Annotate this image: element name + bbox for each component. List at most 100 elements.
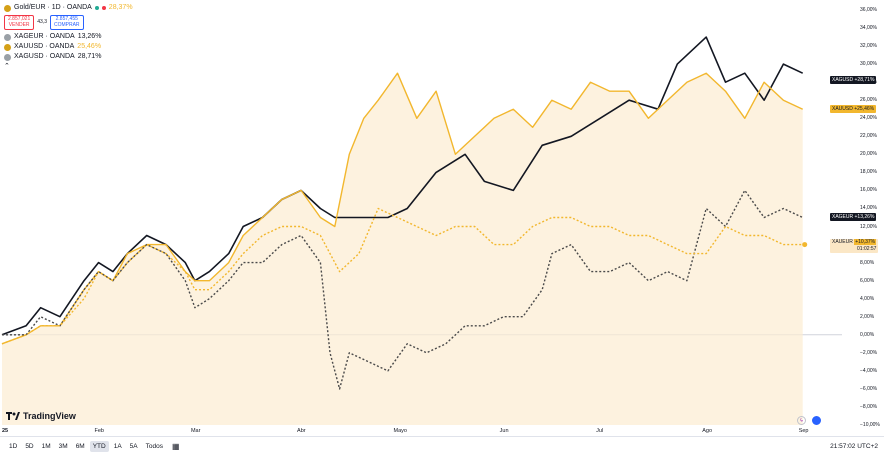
buy-button[interactable]: 2.857,455 COMPRAR bbox=[49, 15, 84, 30]
logo-text: TradingView bbox=[23, 411, 76, 421]
price-label-name: XAGEUR bbox=[832, 214, 854, 220]
price-label-xaueur: XAUEUR +10,37% 01:02:57 bbox=[830, 239, 879, 253]
xaueur-end-point bbox=[802, 242, 808, 248]
market-dot-icon bbox=[101, 6, 106, 10]
series-line-xagusd bbox=[1, 36, 804, 336]
range-button-todos[interactable]: Todos bbox=[145, 443, 163, 450]
sell-label: VENDER bbox=[8, 21, 30, 28]
price-label-xauusd: XAUUSD +25,46% bbox=[830, 105, 877, 113]
y-tick-label: 12,00% bbox=[860, 223, 877, 230]
tradingview-logo-icon bbox=[6, 412, 20, 420]
sell-button[interactable]: 2.857,021 VENDER bbox=[4, 15, 35, 30]
range-button-1d[interactable]: 1D bbox=[9, 443, 18, 450]
legend-row-name: XAGEUR · OANDA bbox=[14, 33, 75, 41]
legend-row-value: 13,26% bbox=[77, 33, 102, 41]
range-button-3m[interactable]: 3M bbox=[58, 443, 68, 450]
legend-row-xagusd[interactable]: XAGUSD · OANDA 28,71% bbox=[4, 52, 133, 62]
series-line-xaueur bbox=[1, 207, 803, 345]
price-label-countdown: 01:02:57 bbox=[857, 245, 877, 252]
trade-row: 2.857,021 VENDER 43,3 2.857,455 COMPRAR bbox=[4, 13, 133, 32]
y-tick-label: 16,00% bbox=[860, 187, 877, 194]
y-tick-label: 32,00% bbox=[860, 43, 877, 50]
range-button-ytd[interactable]: YTD bbox=[89, 441, 109, 452]
y-tick-label: 6,00% bbox=[860, 277, 875, 284]
y-tick-label: −4,00% bbox=[860, 367, 878, 374]
y-tick-label: 30,00% bbox=[860, 61, 877, 68]
gold-symbol-icon bbox=[4, 43, 11, 51]
x-tick-label: 25 bbox=[2, 428, 9, 434]
price-label-name: XAUUSD bbox=[832, 106, 853, 112]
y-tick-label: −8,00% bbox=[860, 403, 878, 410]
series-lines bbox=[1, 36, 808, 390]
price-label-value: +28,71% bbox=[854, 77, 875, 83]
range-button-1a[interactable]: 1A bbox=[113, 443, 122, 450]
x-tick-label: Abr bbox=[297, 428, 306, 434]
x-tick-label: Mar bbox=[190, 428, 201, 434]
lightning-icon[interactable]: ϟ bbox=[797, 416, 806, 425]
buy-label: COMPRAR bbox=[53, 21, 80, 28]
price-label-value: +10,37% bbox=[854, 239, 877, 245]
y-tick-label: 34,00% bbox=[860, 25, 877, 32]
price-label-xagusd: XAGUSD +28,71% bbox=[830, 76, 877, 84]
xauusd-area-fill bbox=[2, 73, 803, 426]
price-label-value: +13,26% bbox=[854, 214, 875, 220]
y-tick-label: 14,00% bbox=[860, 205, 877, 212]
legend-row-xageur[interactable]: XAGEUR · OANDA 13,26% bbox=[4, 32, 133, 42]
legend-main-row[interactable]: Gold/EUR · 1D · OANDA 28,37% bbox=[4, 3, 133, 13]
collapse-legend-button[interactable]: ⌃ bbox=[4, 62, 133, 72]
y-tick-label: 36,00% bbox=[860, 7, 877, 13]
range-button-6m[interactable]: 6M bbox=[75, 443, 85, 450]
y-tick-label: 22,00% bbox=[860, 133, 877, 140]
x-tick-label: Feb bbox=[94, 428, 104, 434]
range-button-5a[interactable]: 5A bbox=[129, 443, 138, 450]
buy-price: 2.857,455 bbox=[55, 16, 78, 22]
x-tick-label: Sep bbox=[798, 428, 809, 434]
y-tick-label: 26,00% bbox=[860, 97, 877, 104]
area-fills bbox=[2, 73, 803, 426]
status-dot-icon bbox=[94, 6, 99, 10]
chart-corner-controls: ϟ bbox=[797, 416, 821, 425]
y-tick-label: 2,00% bbox=[860, 313, 875, 320]
chevron-up-icon: ⌃ bbox=[4, 63, 10, 71]
legend-row-xauusd[interactable]: XAUUSD · OANDA 25,46% bbox=[4, 42, 133, 52]
silver-symbol-icon bbox=[4, 33, 11, 41]
x-tick-label: Jun bbox=[499, 428, 509, 434]
price-label-name: XAGUSD bbox=[832, 77, 854, 83]
y-tick-label: −6,00% bbox=[860, 385, 878, 392]
legend-row-name: XAGUSD · OANDA bbox=[14, 53, 75, 61]
legend-row-value: 28,71% bbox=[77, 53, 102, 61]
legend-row-name: XAUUSD · OANDA bbox=[14, 43, 75, 51]
range-buttons: 1D 5D 1M 3M 6M YTD 1A 5A Todos bbox=[4, 441, 166, 452]
sell-price: 2.857,021 bbox=[8, 16, 31, 22]
y-tick-label: 4,00% bbox=[860, 295, 875, 302]
y-tick-label: −10,00% bbox=[860, 422, 880, 428]
main-value: 28,37% bbox=[108, 4, 133, 12]
x-tick-label: Ago bbox=[702, 428, 713, 434]
y-tick-label: 20,00% bbox=[860, 151, 877, 158]
y-tick-label: −2,00% bbox=[860, 349, 878, 356]
y-tick-label: 8,00% bbox=[860, 259, 875, 266]
x-tick-label: Mayo bbox=[393, 428, 407, 434]
chart-area[interactable] bbox=[0, 0, 884, 436]
globe-icon[interactable] bbox=[812, 416, 821, 425]
calendar-icon[interactable]: ▦ bbox=[171, 442, 180, 451]
range-button-5d[interactable]: 5D bbox=[25, 443, 34, 450]
x-tick-label: Jul bbox=[596, 428, 604, 434]
series-line-xageur bbox=[2, 189, 803, 390]
y-tick-label: 0,00% bbox=[860, 331, 875, 338]
silver-symbol-icon bbox=[4, 53, 11, 61]
y-tick-label: 24,00% bbox=[860, 115, 877, 122]
tradingview-logo[interactable]: TradingView bbox=[6, 411, 76, 421]
range-button-1m[interactable]: 1M bbox=[41, 443, 51, 450]
y-tick-label: 18,00% bbox=[860, 169, 877, 176]
main-symbol: Gold/EUR · 1D · OANDA bbox=[14, 4, 92, 12]
series-line-xauusd bbox=[1, 72, 803, 345]
legend-row-value: 25,46% bbox=[77, 43, 102, 51]
legend: Gold/EUR · 1D · OANDA 28,37% 2.857,021 V… bbox=[4, 3, 133, 72]
clock[interactable]: 21:57:02 UTC+2 bbox=[830, 443, 878, 450]
price-label-name: XAUEUR bbox=[832, 239, 853, 245]
price-label-value: +25,46% bbox=[854, 106, 875, 112]
price-label-xageur: XAGEUR +13,26% bbox=[830, 213, 877, 221]
spread-value: 43,3 bbox=[37, 18, 47, 25]
gold-symbol-icon bbox=[4, 4, 11, 12]
